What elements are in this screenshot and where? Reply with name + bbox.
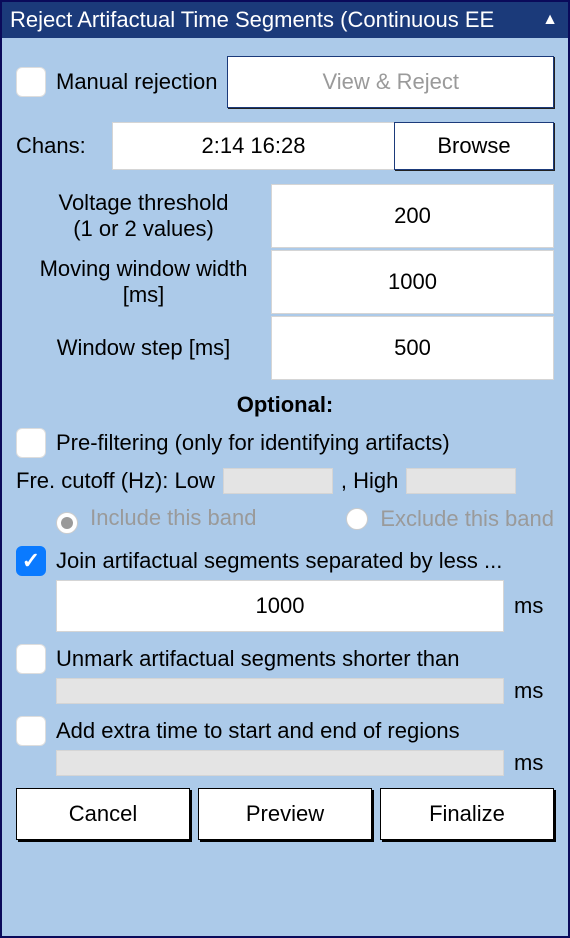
footer-buttons: Cancel Preview Finalize [16,788,554,840]
browse-button[interactable]: Browse [394,122,554,170]
collapse-icon[interactable]: ▲ [542,11,558,29]
exclude-band-radio[interactable] [346,508,368,530]
chans-input[interactable]: 2:14 16:28 [112,122,395,170]
join-segments-input[interactable]: 1000 [56,580,504,632]
extra-time-input[interactable] [56,750,504,776]
finalize-button[interactable]: Finalize [380,788,554,840]
preview-button[interactable]: Preview [198,788,372,840]
include-band-label: Include this band [90,505,256,530]
voltage-threshold-input[interactable]: 200 [271,184,554,248]
cancel-button[interactable]: Cancel [16,788,190,840]
include-band-radio-group: Include this band [56,505,256,531]
join-segments-checkbox[interactable] [16,546,46,576]
cutoff-high-label: , High [341,468,398,494]
include-band-radio[interactable] [56,512,78,534]
chans-label: Chans: [16,133,112,159]
manual-rejection-checkbox[interactable] [16,67,46,97]
extra-unit: ms [514,750,554,776]
prefilter-checkbox[interactable] [16,428,46,458]
cutoff-high-input[interactable] [406,468,516,494]
dialog-content: Manual rejection View & Reject Chans: 2:… [2,38,568,936]
optional-header: Optional: [16,392,554,418]
voltage-threshold-label: Voltage threshold (1 or 2 values) [16,190,271,243]
view-reject-button[interactable]: View & Reject [227,56,554,108]
extra-time-label: Add extra time to start and end of regio… [56,718,460,744]
join-segments-label: Join artifactual segments separated by l… [56,548,502,574]
join-unit: ms [514,593,554,619]
manual-rejection-label: Manual rejection [56,69,217,95]
title-bar: Reject Artifactual Time Segments (Contin… [2,2,568,38]
dialog-window: Reject Artifactual Time Segments (Contin… [0,0,570,938]
window-width-label: Moving window width [ms] [16,256,271,309]
cutoff-low-input[interactable] [223,468,333,494]
exclude-band-radio-group: Exclude this band [346,504,554,532]
window-step-input[interactable]: 500 [271,316,554,380]
exclude-band-label: Exclude this band [380,506,554,531]
window-step-label: Window step [ms] [16,335,271,361]
unmark-unit: ms [514,678,554,704]
window-title: Reject Artifactual Time Segments (Contin… [10,7,494,33]
prefilter-label: Pre-filtering (only for identifying arti… [56,430,450,456]
cutoff-low-label: Fre. cutoff (Hz): Low [16,468,215,494]
unmark-segments-checkbox[interactable] [16,644,46,674]
extra-time-checkbox[interactable] [16,716,46,746]
window-width-input[interactable]: 1000 [271,250,554,314]
unmark-segments-label: Unmark artifactual segments shorter than [56,646,460,672]
unmark-segments-input[interactable] [56,678,504,704]
